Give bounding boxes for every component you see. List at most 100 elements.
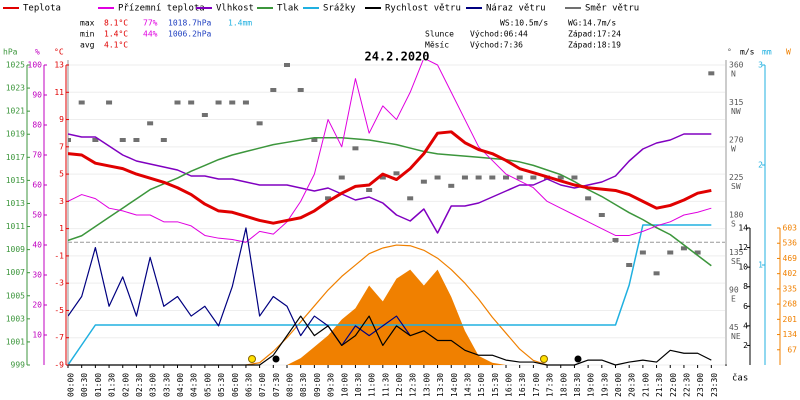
series-line bbox=[68, 60, 712, 243]
series-point bbox=[612, 238, 619, 242]
y-tick-label: 7 bbox=[59, 142, 64, 151]
series-point bbox=[708, 71, 715, 76]
series-line bbox=[68, 224, 712, 366]
y-tick-label: 134 bbox=[783, 330, 798, 339]
y-tick-label: 2 bbox=[743, 341, 748, 350]
series-point bbox=[256, 121, 263, 126]
stat-text: 8.1°C bbox=[104, 19, 128, 28]
x-tick-label: 08:00 bbox=[286, 373, 295, 397]
series-point bbox=[626, 263, 633, 267]
series-point bbox=[434, 175, 441, 180]
info-text: Slunce bbox=[425, 30, 454, 39]
y-tick-label: 1021 bbox=[6, 107, 25, 116]
series-point bbox=[133, 138, 140, 142]
y-tick-label: 13 bbox=[54, 61, 64, 70]
compass-label: NW bbox=[731, 107, 741, 116]
info-text: Západ:18:19 bbox=[568, 41, 621, 50]
y-tick-label: 4 bbox=[743, 321, 748, 330]
series-point bbox=[242, 100, 249, 105]
compass-label: E bbox=[731, 295, 736, 304]
chart-title: 24.2.2020 bbox=[364, 50, 429, 64]
x-tick-label: 07:00 bbox=[258, 373, 267, 397]
y-tick-label: 1005 bbox=[6, 291, 25, 300]
x-tick-label: 17:30 bbox=[546, 373, 555, 397]
x-tick-label: 02:30 bbox=[135, 373, 144, 397]
x-tick-label: 19:00 bbox=[587, 373, 596, 397]
y-tick-label: 11 bbox=[54, 88, 64, 97]
x-tick-label: 20:00 bbox=[614, 373, 623, 397]
x-tick-label: 01:00 bbox=[94, 373, 103, 397]
series-point bbox=[297, 88, 304, 92]
stat-text: 1006.2hPa bbox=[168, 30, 212, 39]
stat-text: 1.4°C bbox=[104, 30, 128, 39]
stat-text: 4.1°C bbox=[104, 41, 128, 50]
y-tick-label: 1009 bbox=[6, 245, 25, 254]
series-line bbox=[68, 315, 712, 366]
x-tick-label: 12:30 bbox=[409, 373, 418, 397]
series-point bbox=[338, 175, 345, 180]
series-point bbox=[571, 175, 578, 180]
y-tick-label: 225 bbox=[729, 173, 744, 182]
series-point bbox=[503, 175, 509, 180]
y-tick-label: 20 bbox=[32, 301, 42, 310]
info-text: WS:10.5m/s bbox=[500, 19, 548, 28]
stat-text: 77% bbox=[143, 19, 158, 28]
x-tick-label: 06:00 bbox=[231, 373, 240, 397]
y-tick-label: 1019 bbox=[6, 130, 25, 139]
sunrise-icon bbox=[248, 355, 256, 363]
axis-unit: hPa bbox=[3, 48, 18, 57]
x-tick-label: 10:30 bbox=[354, 373, 363, 397]
y-tick-label: -1 bbox=[54, 251, 64, 260]
series-point bbox=[475, 175, 482, 180]
y-tick-label: 9 bbox=[59, 115, 64, 124]
series-point bbox=[325, 196, 332, 201]
legend-label: Srážky bbox=[323, 4, 356, 14]
x-tick-label: 15:30 bbox=[491, 373, 500, 397]
compass-label: SW bbox=[731, 182, 741, 191]
y-tick-label: 10 bbox=[32, 331, 42, 340]
stat-text: 44% bbox=[143, 30, 158, 39]
series-point bbox=[530, 175, 537, 180]
x-tick-label: 04:00 bbox=[176, 373, 185, 397]
y-tick-label: 1011 bbox=[6, 222, 25, 231]
info-text: Východ:7:36 bbox=[470, 41, 523, 50]
x-tick-label: 21:30 bbox=[655, 373, 664, 397]
y-tick-label: 135 bbox=[729, 248, 744, 257]
y-tick-label: -3 bbox=[54, 279, 64, 288]
y-tick-label: 1003 bbox=[6, 314, 25, 323]
y-tick-label: 80 bbox=[32, 121, 42, 130]
series-line bbox=[68, 136, 712, 267]
info-text: Západ:17:24 bbox=[568, 30, 621, 39]
y-tick-label: 1023 bbox=[6, 84, 25, 93]
x-tick-label: 05:00 bbox=[203, 373, 212, 397]
compass-label: S bbox=[731, 220, 736, 229]
y-tick-label: 12 bbox=[738, 243, 748, 252]
x-tick-label: 16:00 bbox=[505, 373, 514, 397]
series-point bbox=[147, 121, 154, 126]
series-point bbox=[270, 88, 277, 92]
series-point bbox=[407, 196, 414, 201]
x-tick-label: 15:00 bbox=[477, 373, 486, 397]
y-tick-label: 5 bbox=[59, 170, 64, 179]
x-tick-label: 22:00 bbox=[669, 373, 678, 397]
x-tick-label: 19:30 bbox=[600, 373, 609, 397]
x-tick-label: 06:30 bbox=[244, 373, 253, 397]
series-line bbox=[68, 227, 411, 347]
y-tick-label: 10 bbox=[738, 263, 748, 272]
x-tick-label: 12:00 bbox=[395, 373, 404, 397]
series-point bbox=[215, 100, 222, 105]
series-point bbox=[229, 100, 236, 105]
x-tick-label: 22:30 bbox=[682, 373, 691, 397]
y-tick-label: 1 bbox=[59, 224, 64, 233]
series-point bbox=[516, 175, 523, 180]
x-tick-label: 03:00 bbox=[149, 373, 158, 397]
x-tick-label: 11:00 bbox=[368, 373, 377, 397]
stat-text: 1.4mm bbox=[228, 19, 252, 28]
y-tick-label: 90 bbox=[32, 91, 42, 100]
y-tick-label: 1007 bbox=[6, 268, 25, 277]
legend-label: Vlhkost bbox=[216, 4, 254, 14]
series-point bbox=[585, 196, 592, 201]
y-tick-label: 30 bbox=[32, 271, 42, 280]
y-tick-label: 315 bbox=[729, 98, 744, 107]
x-tick-label: 11:30 bbox=[381, 373, 390, 397]
